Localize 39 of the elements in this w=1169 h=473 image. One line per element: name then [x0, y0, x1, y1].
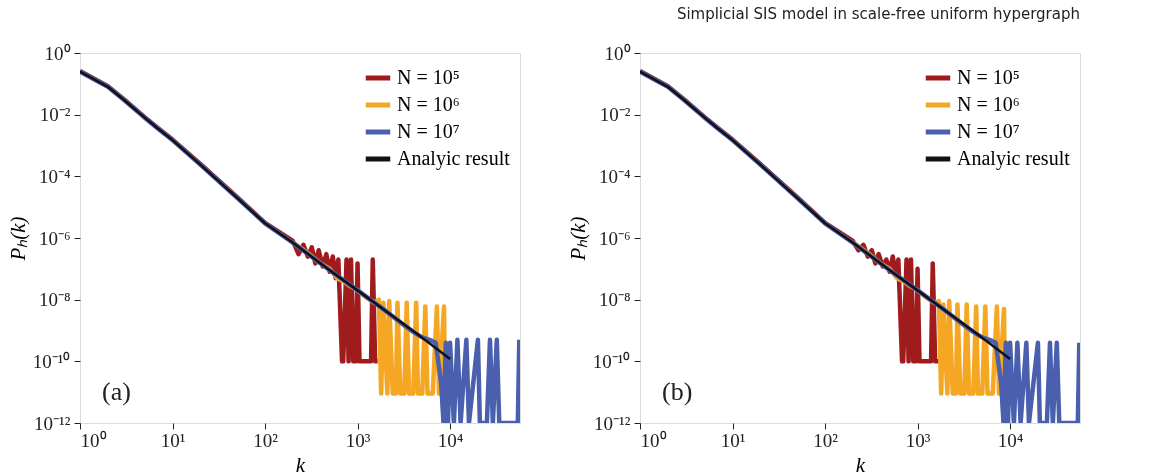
x-tick-label: 10³ — [345, 429, 371, 451]
x-tick-label: 10⁴ — [997, 429, 1024, 451]
x-tick-label: 10⁰ — [80, 429, 107, 451]
y-tick-label: 10⁻² — [39, 104, 71, 126]
chart-title: Simplicial SIS model in scale-free uniform hypergraph — [676, 5, 1080, 23]
legend-label: N = 10⁷ — [957, 120, 1020, 142]
y-tick-label: 10⁰ — [44, 42, 71, 64]
annotation: (a) — [102, 377, 131, 406]
x-tick-label: 10² — [813, 429, 839, 451]
y-axis-title: Pₕ(k) — [565, 216, 590, 262]
x-axis-title: k — [295, 452, 306, 473]
x-tick-label: 10⁴ — [437, 429, 464, 451]
legend-label: N = 10⁷ — [397, 120, 460, 142]
y-tick-label: 10⁻⁶ — [38, 227, 71, 249]
y-tick-label: 10⁻⁴ — [598, 165, 631, 187]
x-axis-title: k — [855, 452, 866, 473]
y-tick-label: 10⁻⁴ — [38, 165, 71, 187]
x-tick-label: 10¹ — [160, 429, 186, 451]
y-tick-label: 10⁻⁸ — [598, 289, 631, 311]
y-tick-label: 10⁻¹² — [594, 412, 631, 434]
legend-label: N = 10⁵ — [397, 66, 460, 88]
legend-label: N = 10⁵ — [957, 66, 1020, 88]
x-tick-label: 10⁰ — [640, 429, 667, 451]
y-tick-label: 10⁰ — [604, 42, 631, 64]
y-tick-label: 10⁻¹² — [34, 412, 71, 434]
y-tick-label: 10⁻¹⁰ — [592, 350, 631, 372]
x-tick-label: 10¹ — [720, 429, 746, 451]
legend-label: N = 10⁶ — [957, 93, 1020, 115]
legend-label: N = 10⁶ — [397, 93, 460, 115]
y-tick-label: 10⁻⁶ — [598, 227, 631, 249]
x-tick-label: 10³ — [905, 429, 931, 451]
legend-label: Analyic result — [397, 147, 511, 170]
y-axis-title: Pₕ(k) — [5, 216, 30, 262]
y-tick-label: 10⁻² — [599, 104, 631, 126]
y-tick-label: 10⁻¹⁰ — [32, 350, 71, 372]
annotation: (b) — [662, 377, 693, 406]
legend-label: Analyic result — [957, 147, 1071, 170]
x-tick-label: 10² — [253, 429, 279, 451]
y-tick-label: 10⁻⁸ — [38, 289, 71, 311]
